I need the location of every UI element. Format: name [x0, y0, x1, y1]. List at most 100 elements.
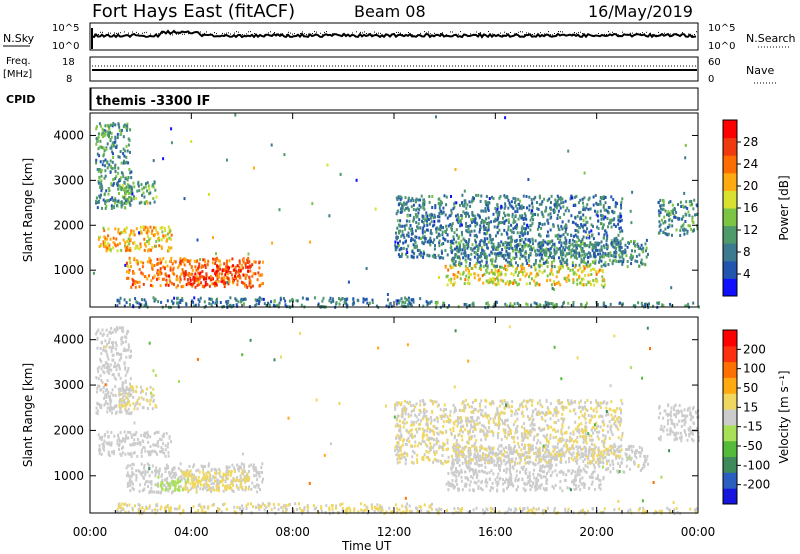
echo-cell — [425, 213, 428, 217]
echo-cell — [147, 485, 149, 488]
echo-cell — [150, 248, 153, 252]
echo-cell — [225, 465, 228, 469]
echo-cell — [632, 304, 635, 308]
echo-cell — [104, 245, 107, 249]
echo-cell — [315, 506, 318, 510]
echo-cell — [98, 448, 100, 452]
echo-cell — [167, 442, 170, 446]
echo-cell — [484, 256, 486, 259]
echo-cell — [622, 302, 624, 306]
echo-cell — [581, 237, 584, 241]
echo-cell — [473, 234, 476, 238]
echo-cell — [182, 509, 185, 513]
echo-cell — [117, 433, 119, 437]
echo-cell — [256, 490, 259, 494]
echo-cell — [552, 224, 555, 228]
echo-cell — [128, 355, 131, 359]
echo-cell — [584, 230, 587, 234]
echo-cell — [563, 248, 566, 252]
echo-cell — [250, 264, 252, 268]
echo-cell — [530, 303, 533, 307]
echo-cell — [446, 233, 449, 237]
echo-cell — [202, 487, 204, 491]
echo-cell — [426, 216, 429, 220]
echo-cell — [154, 474, 157, 478]
echo-cell — [238, 479, 241, 483]
echo-cell — [466, 281, 469, 285]
echo-cell — [157, 232, 160, 236]
echo-cell — [107, 242, 110, 246]
echo-cell — [462, 237, 465, 241]
nsearch-point — [562, 31, 563, 33]
echo-cell — [604, 196, 607, 199]
nsearch-hi-label: 10^5 — [708, 23, 735, 34]
echo-cell — [524, 274, 527, 278]
echo-cell — [132, 270, 134, 273]
echo-cell — [691, 216, 694, 220]
echo-cell — [107, 131, 110, 135]
echo-cell — [160, 300, 163, 304]
echo-cell — [580, 240, 583, 244]
echo-cell — [240, 479, 243, 483]
echo-cell — [141, 406, 144, 410]
echo-cell — [518, 303, 520, 307]
echo-cell — [664, 209, 667, 213]
echo-cell — [574, 216, 577, 220]
echo-cell — [123, 430, 126, 434]
echo-cell — [562, 205, 565, 209]
echo-cell — [104, 206, 107, 210]
echo-cell — [498, 196, 501, 200]
echo-cell — [145, 392, 148, 396]
echo-cell — [583, 223, 586, 227]
echo-cell — [193, 259, 196, 263]
echo-cell — [469, 204, 472, 208]
echo-cell — [480, 239, 483, 242]
echo-cell — [246, 475, 249, 479]
echo-cell — [160, 481, 163, 485]
echo-cell — [596, 214, 599, 218]
echo-cell — [528, 195, 531, 199]
echo-cell — [453, 281, 456, 285]
echo-cell — [175, 507, 178, 511]
colorbar-tick-label: 24 — [743, 157, 758, 171]
echo-cell — [275, 304, 278, 308]
echo-cell — [387, 298, 389, 302]
echo-cell — [138, 469, 141, 473]
nsearch-point — [658, 31, 659, 33]
echo-cell — [664, 232, 667, 235]
echo-cell — [168, 481, 171, 485]
echo-cell — [514, 197, 517, 201]
echo-cell — [510, 258, 513, 262]
echo-cell — [95, 199, 98, 203]
echo-cell — [213, 488, 216, 492]
echo-cell — [170, 127, 173, 131]
echo-cell — [179, 298, 182, 302]
echo-cell — [135, 244, 138, 248]
echo-cell — [400, 304, 403, 308]
echo-cell — [414, 244, 417, 248]
echo-cell — [173, 296, 176, 300]
echo-cell — [181, 268, 184, 272]
echo-cell — [529, 218, 532, 222]
echo-cell — [410, 232, 413, 236]
echo-cell — [568, 252, 571, 256]
echo-cell — [401, 504, 404, 508]
echo-cell — [223, 282, 226, 285]
echo-cell — [140, 183, 143, 187]
echo-cell — [371, 298, 374, 302]
echo-cell — [582, 201, 584, 205]
echo-cell — [515, 227, 518, 230]
echo-cell — [482, 209, 485, 213]
echo-cell — [497, 269, 500, 272]
echo-cell — [104, 158, 107, 162]
echo-cell — [166, 477, 169, 480]
echo-cell — [214, 471, 217, 475]
echo-cell — [107, 450, 110, 454]
echo-cell — [448, 304, 450, 308]
echo-cell — [544, 240, 547, 244]
echo-cell — [412, 300, 415, 304]
echo-cell — [108, 371, 111, 375]
echo-cell — [494, 282, 497, 286]
echo-cell — [111, 373, 114, 377]
echo-cell — [171, 281, 174, 285]
